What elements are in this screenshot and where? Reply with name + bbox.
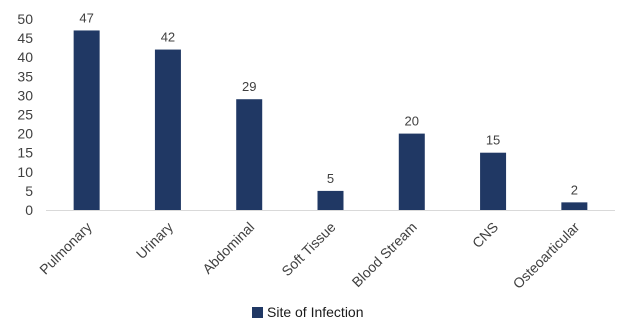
y-tick-label: 50	[17, 11, 33, 27]
bar	[236, 99, 263, 210]
legend-label: Site of Infection	[267, 304, 364, 320]
y-tick-label: 30	[17, 87, 33, 103]
y-tick-label: 5	[25, 183, 33, 199]
bar	[480, 152, 507, 210]
bars	[73, 30, 588, 211]
data-label: 2	[571, 182, 578, 197]
y-tick-label: 10	[17, 164, 33, 180]
data-label: 29	[242, 79, 256, 94]
bar	[561, 202, 588, 210]
x-tick-label: Blood Stream	[349, 219, 420, 290]
data-label: 20	[405, 114, 419, 129]
y-tick-label: 40	[17, 49, 33, 65]
x-tick-label: Pulmonary	[36, 219, 95, 278]
x-tick-label: Urinary	[133, 219, 176, 262]
legend: Site of Infection	[252, 304, 364, 320]
x-tick-label: Osteoarticular	[510, 219, 583, 292]
data-label: 47	[79, 10, 93, 25]
data-label: 15	[486, 133, 500, 148]
x-axis: Pulmonary Urinary Abdominal Soft Tissue Bloo…	[36, 219, 583, 292]
y-tick-label: 25	[17, 107, 33, 123]
bar	[73, 30, 100, 211]
y-axis: 0 5 10 15 20 25 30 35 40 45 50	[17, 11, 33, 218]
y-tick-label: 20	[17, 126, 33, 142]
x-tick-label: Abdominal	[199, 219, 257, 277]
y-tick-label: 35	[17, 68, 33, 84]
bar	[154, 49, 181, 211]
x-tick-label: Soft Tissue	[278, 219, 338, 279]
bar	[317, 190, 344, 210]
legend-swatch	[252, 306, 263, 318]
bar	[398, 133, 425, 210]
y-tick-label: 15	[17, 145, 33, 161]
y-tick-label: 0	[25, 202, 33, 218]
data-labels: 47 42 29 5 20 15 2	[79, 10, 578, 197]
x-tick-label: CNS	[469, 219, 501, 251]
data-label: 42	[161, 30, 175, 45]
y-tick-label: 45	[17, 30, 33, 46]
data-label: 5	[327, 171, 334, 186]
